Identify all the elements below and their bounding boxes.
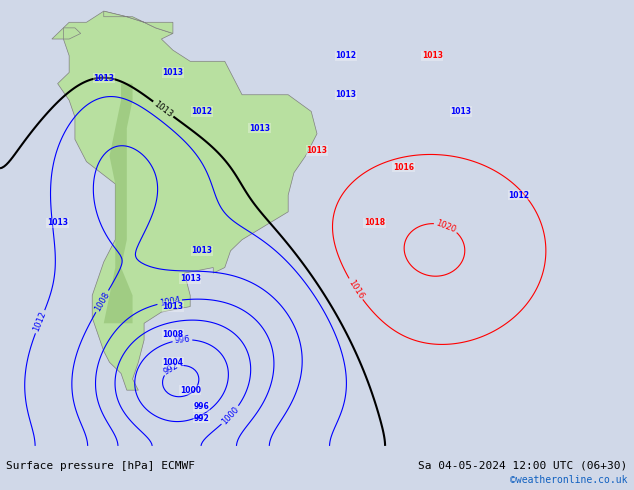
Text: 1000: 1000	[220, 405, 241, 426]
Text: 1016: 1016	[393, 163, 414, 172]
Text: 1013: 1013	[47, 219, 68, 227]
Text: 996: 996	[194, 402, 210, 412]
Polygon shape	[63, 28, 81, 39]
Text: 1013: 1013	[335, 90, 356, 99]
Text: 1000: 1000	[179, 386, 201, 394]
Text: 1013: 1013	[249, 123, 270, 133]
Text: 1013: 1013	[191, 246, 212, 255]
Text: 1013: 1013	[162, 302, 183, 311]
Text: 992: 992	[162, 361, 181, 376]
Text: 1008: 1008	[162, 330, 183, 339]
Text: 1012: 1012	[508, 191, 529, 199]
Text: 1012: 1012	[191, 107, 212, 116]
Text: 1013: 1013	[152, 99, 174, 119]
Text: 1013: 1013	[306, 146, 328, 155]
Text: 1008: 1008	[93, 290, 112, 313]
Text: 1013: 1013	[162, 68, 183, 77]
Text: 1004: 1004	[162, 358, 183, 367]
Text: 992: 992	[194, 414, 210, 422]
Text: 1016: 1016	[346, 278, 365, 300]
Text: 1012: 1012	[335, 51, 356, 60]
Text: 1013: 1013	[451, 107, 472, 116]
Text: 1013: 1013	[179, 274, 201, 283]
Text: 1012: 1012	[32, 310, 48, 333]
Text: 996: 996	[174, 335, 191, 345]
Polygon shape	[104, 11, 173, 33]
Text: 1013: 1013	[422, 51, 443, 60]
Text: Sa 04-05-2024 12:00 UTC (06+30): Sa 04-05-2024 12:00 UTC (06+30)	[418, 461, 628, 470]
Text: 1013: 1013	[93, 74, 114, 82]
Text: Surface pressure [hPa] ECMWF: Surface pressure [hPa] ECMWF	[6, 461, 195, 470]
Polygon shape	[52, 11, 317, 390]
Text: 1020: 1020	[435, 218, 458, 234]
Text: ©weatheronline.co.uk: ©weatheronline.co.uk	[510, 475, 628, 485]
Polygon shape	[104, 84, 133, 323]
Text: 1004: 1004	[158, 295, 181, 308]
Text: 1018: 1018	[364, 219, 385, 227]
